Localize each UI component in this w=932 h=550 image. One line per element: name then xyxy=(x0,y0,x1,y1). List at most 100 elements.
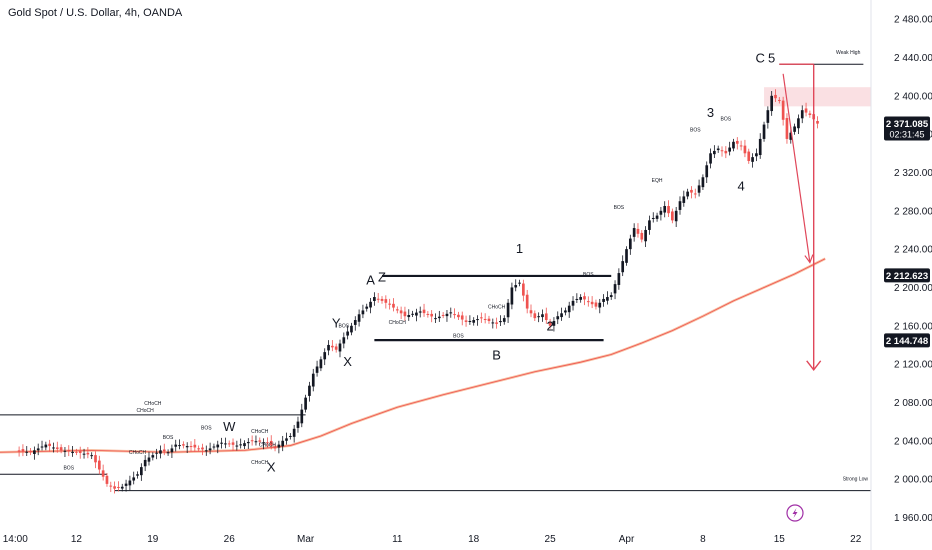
candle-body xyxy=(671,211,674,221)
candle-body xyxy=(793,126,796,132)
candle-body xyxy=(556,316,560,320)
candle-body xyxy=(453,314,456,316)
candle-body xyxy=(288,435,292,437)
candle-body xyxy=(193,444,197,448)
price-label-text: 2 212.623 xyxy=(886,271,928,282)
candle-body xyxy=(621,261,625,273)
candle-body xyxy=(606,297,609,301)
candle-body xyxy=(682,196,686,203)
candle-body xyxy=(766,110,770,123)
price-label-text: 2 371.085 xyxy=(886,119,929,130)
supply-zone xyxy=(764,87,871,107)
candle-body xyxy=(380,298,384,301)
candle-body xyxy=(40,446,44,448)
candle-body xyxy=(182,444,185,446)
x-tick-label: 22 xyxy=(850,534,862,545)
candle-body xyxy=(628,238,632,250)
candle-body xyxy=(281,440,285,447)
wave-label: Z xyxy=(378,270,386,285)
candle-body xyxy=(693,193,697,195)
candle-body xyxy=(55,447,59,449)
structure-annotation: BOS xyxy=(583,272,594,278)
candle-body xyxy=(132,477,136,481)
candle-body xyxy=(311,373,315,387)
wave-label: W xyxy=(223,419,236,434)
candle-body xyxy=(445,313,449,317)
candle-body xyxy=(407,315,411,318)
candle-body xyxy=(90,455,94,457)
x-tick-label: 12 xyxy=(71,534,83,545)
candle-body xyxy=(713,150,716,155)
candle-body xyxy=(334,346,338,350)
candle-body xyxy=(250,440,254,442)
wave-label: 1 xyxy=(516,241,523,256)
candle-body xyxy=(480,317,483,319)
candle-body xyxy=(308,385,311,396)
wave-label: 5 xyxy=(768,50,775,65)
candle-body xyxy=(25,451,29,453)
y-tick-label: 2 440.000 xyxy=(894,53,932,64)
structure-annotation: BOS xyxy=(721,117,732,123)
candle-body xyxy=(590,301,594,305)
candle-body xyxy=(659,210,663,215)
structure-annotation: BOS xyxy=(63,466,74,472)
candle-body xyxy=(724,150,728,154)
candle-body xyxy=(67,449,71,452)
candle-body xyxy=(415,312,418,316)
candle-body xyxy=(239,444,243,446)
candle-body xyxy=(266,442,269,444)
candle-body xyxy=(544,313,548,321)
candle-body xyxy=(285,438,288,441)
candle-body xyxy=(178,445,181,447)
candle-body xyxy=(151,455,155,458)
candle-body xyxy=(350,325,353,333)
candle-body xyxy=(472,320,476,323)
candle-body xyxy=(124,483,128,486)
candle-body xyxy=(437,316,441,319)
candle-body xyxy=(140,467,143,476)
candle-body xyxy=(804,108,808,113)
candle-body xyxy=(705,165,709,178)
candle-body xyxy=(701,177,705,188)
wave-label: A xyxy=(366,273,375,288)
candle-body xyxy=(231,442,235,445)
candle-body xyxy=(319,359,323,369)
candle-body xyxy=(487,318,491,321)
candle-body xyxy=(755,153,758,157)
candle-body xyxy=(113,486,116,489)
candle-body xyxy=(674,210,678,222)
moving-average-band xyxy=(0,257,826,454)
candle-body xyxy=(63,450,67,452)
candle-body xyxy=(735,140,739,144)
wave-label: X xyxy=(343,354,352,369)
candle-body xyxy=(120,486,124,489)
candle-body xyxy=(774,94,777,99)
tradingview-logo-icon xyxy=(786,504,804,522)
candle-body xyxy=(525,294,529,309)
candle-body xyxy=(506,302,510,318)
candle-body xyxy=(644,229,647,242)
candle-body xyxy=(514,285,518,288)
candle-body xyxy=(533,313,537,319)
chart-title: Gold Spot / U.S. Dollar, 4h, OANDA xyxy=(8,7,183,19)
candle-body xyxy=(365,306,369,309)
candle-body xyxy=(651,217,655,219)
candle-body xyxy=(331,345,334,348)
candle-body xyxy=(594,302,598,307)
candle-body xyxy=(361,310,365,315)
candle-body xyxy=(743,145,747,154)
candle-body xyxy=(353,320,357,325)
projection-mid-line xyxy=(782,73,811,263)
candle-body xyxy=(609,295,613,298)
candle-body xyxy=(52,447,55,449)
y-tick-label: 2 200.000 xyxy=(894,283,932,294)
candle-body xyxy=(174,444,178,447)
candle-body xyxy=(537,316,540,318)
structure-annotation: BOS xyxy=(339,324,350,330)
candle-body xyxy=(739,145,743,147)
candle-body xyxy=(277,444,281,448)
candle-body xyxy=(117,486,120,488)
x-tick-label: 15 xyxy=(774,534,786,545)
candle-body xyxy=(483,318,487,320)
